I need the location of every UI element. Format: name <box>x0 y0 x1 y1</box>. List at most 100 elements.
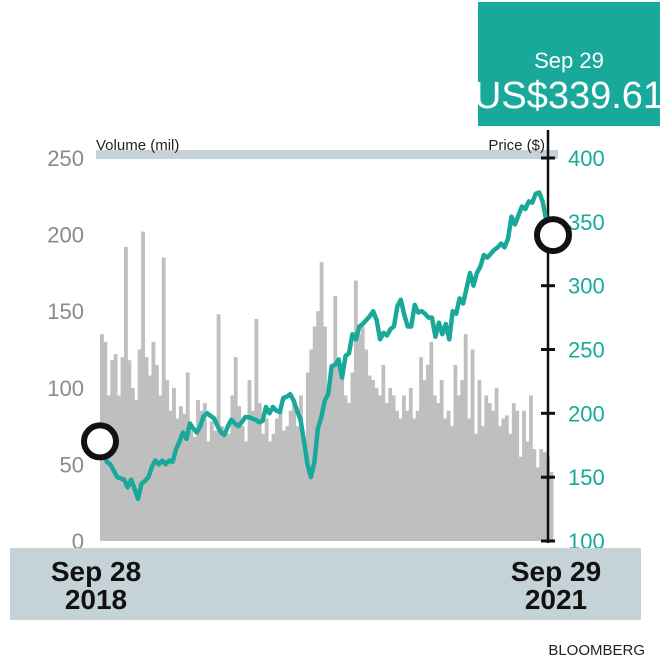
volume-bar <box>432 395 437 541</box>
volume-tick-label: 150 <box>47 299 84 324</box>
volume-bar <box>209 421 214 541</box>
volume-bar <box>439 380 444 541</box>
price-tick-label: 250 <box>568 338 605 363</box>
volume-bar <box>381 364 386 541</box>
volume-bar <box>144 357 149 541</box>
volume-bar <box>408 387 413 541</box>
volume-bar <box>391 395 396 541</box>
volume-bar <box>285 426 290 541</box>
volume-bar <box>415 410 420 541</box>
volume-bar <box>329 364 334 541</box>
volume-bar <box>343 395 348 541</box>
volume-bar <box>504 415 509 541</box>
volume-bar <box>189 430 194 541</box>
volume-tick-label: 0 <box>72 529 84 554</box>
axis-title-band <box>96 150 558 159</box>
volume-bar <box>261 433 266 541</box>
date-band <box>10 548 641 620</box>
volume-bar <box>539 449 544 541</box>
volume-bar <box>398 418 403 541</box>
volume-bar <box>487 403 492 541</box>
volume-bar <box>154 364 159 541</box>
volume-bar <box>402 395 406 541</box>
volume-bar <box>124 246 128 542</box>
volume-bar <box>302 449 307 541</box>
price-tick-label: 400 <box>568 146 605 171</box>
volume-bar <box>463 334 468 541</box>
volume-bar <box>295 426 300 541</box>
volume-bar <box>237 406 242 541</box>
volume-bar <box>268 441 272 541</box>
volume-bar <box>453 364 458 541</box>
volume-bar <box>240 426 245 541</box>
volume-bar <box>443 418 448 541</box>
volume-bar <box>515 410 520 541</box>
volume-bar <box>498 426 502 541</box>
volume-bar <box>480 426 485 541</box>
volume-bar <box>347 403 351 541</box>
volume-bar <box>388 387 393 541</box>
volume-bar <box>264 418 269 541</box>
volume-bar <box>168 410 173 541</box>
volume-bar <box>535 467 540 541</box>
volume-bar <box>233 357 238 541</box>
volume-bar <box>364 349 369 541</box>
volume-bar <box>288 410 293 541</box>
volume-bar <box>175 418 180 541</box>
volume-bar <box>161 257 166 541</box>
volume-ticks: 0 50 100 150 200 250 <box>47 146 84 554</box>
volume-bar <box>367 375 372 541</box>
volume-bar <box>141 231 146 542</box>
volume-bar <box>178 406 183 541</box>
volume-bar <box>130 387 135 541</box>
volume-bar <box>508 433 513 541</box>
volume-bar <box>309 349 314 541</box>
volume-bar <box>117 395 121 541</box>
start-date-line2: 2018 <box>65 584 127 615</box>
volume-bar <box>275 418 279 541</box>
badge-price: US$339.61 <box>474 75 661 117</box>
volume-bar <box>202 403 207 541</box>
volume-bar <box>182 413 187 541</box>
volume-bar <box>244 441 248 541</box>
volume-bar <box>106 395 111 541</box>
price-tick-label: 300 <box>568 274 605 299</box>
volume-bar <box>251 410 255 541</box>
volume-bar <box>199 410 204 541</box>
volume-bar <box>501 418 506 541</box>
volume-bar <box>522 410 526 541</box>
volume-bar <box>323 326 327 541</box>
volume-bar <box>532 449 537 541</box>
volume-bar <box>278 409 283 541</box>
volume-bar <box>137 349 142 541</box>
volume-bars <box>100 231 554 542</box>
price-tick-label: 200 <box>568 401 605 426</box>
volume-bar <box>220 426 224 541</box>
volume-bar <box>192 436 197 541</box>
volume-tick-label: 250 <box>47 146 84 171</box>
volume-bar <box>491 410 496 541</box>
volume-bar <box>460 380 465 541</box>
source-label: BLOOMBERG <box>548 642 645 659</box>
volume-tick-label: 100 <box>47 376 84 401</box>
volume-bar <box>134 400 139 541</box>
price-badge <box>478 2 660 126</box>
volume-bar <box>158 395 163 541</box>
volume-bar <box>450 426 454 541</box>
volume-bar <box>127 360 132 541</box>
volume-bar <box>247 380 252 541</box>
volume-bar <box>185 372 190 541</box>
end-marker <box>534 216 572 255</box>
volume-bar <box>374 387 379 541</box>
volume-bar <box>151 341 156 541</box>
volume-bar <box>336 357 341 541</box>
volume-bar <box>429 341 434 541</box>
volume-bar <box>326 387 331 541</box>
volume-bar <box>484 395 489 541</box>
volume-bar <box>446 410 451 541</box>
volume-bar <box>226 433 231 541</box>
volume-bar <box>172 387 176 541</box>
volume-bar <box>353 280 358 541</box>
volume-bar <box>525 441 530 541</box>
price-axis-title: Price ($) <box>488 137 545 154</box>
